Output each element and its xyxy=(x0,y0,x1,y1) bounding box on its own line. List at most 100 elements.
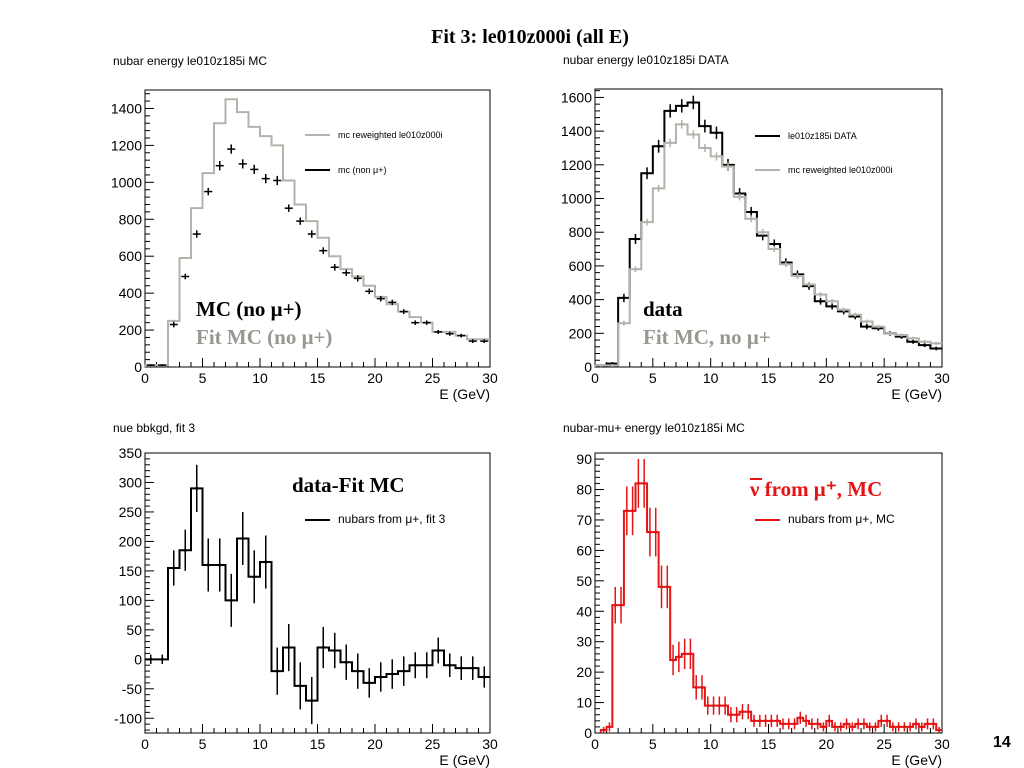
chart-annotation: ν from μ⁺, MC xyxy=(749,477,882,501)
data-point xyxy=(482,675,486,679)
y-tick-label: 600 xyxy=(119,248,143,264)
legend-label: mc (non μ+) xyxy=(338,165,386,175)
legend-label: mc reweighted le010z000i xyxy=(338,130,443,140)
data-point xyxy=(648,530,652,534)
data-point xyxy=(633,267,637,271)
x-axis-label: E (GeV) xyxy=(439,752,490,768)
y-tick-label: 30 xyxy=(576,634,592,650)
data-point xyxy=(471,666,475,670)
data-point xyxy=(784,262,788,266)
data-point xyxy=(908,725,912,729)
data-point xyxy=(714,131,718,135)
y-tick-label: 800 xyxy=(119,211,143,227)
legend-label: nubars from μ+, MC xyxy=(788,512,895,526)
chart-annotation: data-Fit MC xyxy=(292,473,405,497)
y-tick-label: 0 xyxy=(584,725,592,741)
data-point xyxy=(367,681,371,685)
y-tick-label: 0 xyxy=(584,359,592,375)
y-tick-label: 250 xyxy=(119,504,143,520)
data-point xyxy=(885,719,889,723)
data-point xyxy=(749,217,753,221)
data-point xyxy=(671,658,675,662)
data-point xyxy=(287,646,291,650)
data-point xyxy=(914,722,918,726)
chart-p4: nubar-mu+ energy le010z185i MC 0 5 10 15 20 25… xyxy=(563,421,950,768)
series-1 xyxy=(146,144,489,367)
x-tick-label: 15 xyxy=(310,370,326,386)
y-tick-label: 50 xyxy=(126,622,142,638)
x-tick-label: 30 xyxy=(934,736,950,752)
data-point xyxy=(333,648,337,652)
page-number: 14 xyxy=(993,734,1011,751)
legend-label: nubars from μ+, fit 3 xyxy=(338,512,446,526)
data-point xyxy=(830,299,834,303)
x-tick-label: 0 xyxy=(591,736,599,752)
data-point xyxy=(645,220,649,224)
series-0 xyxy=(599,459,942,733)
data-point xyxy=(911,340,915,344)
y-tick-label: 150 xyxy=(119,563,143,579)
x-tick-label: 5 xyxy=(199,736,207,752)
data-point xyxy=(413,663,417,667)
series-step-line xyxy=(594,123,942,367)
y-tick-label: 300 xyxy=(119,474,143,490)
data-point xyxy=(657,144,661,148)
data-point xyxy=(677,655,681,659)
y-tick-label: 400 xyxy=(569,292,593,308)
y-tick-label: 90 xyxy=(576,451,592,467)
y-tick-label: 100 xyxy=(119,592,143,608)
data-point xyxy=(195,486,199,490)
y-tick-label: 1200 xyxy=(111,137,142,153)
y-tick-label: 350 xyxy=(119,445,143,461)
data-point xyxy=(723,704,727,708)
y-tick-label: 70 xyxy=(576,512,592,528)
data-point xyxy=(810,722,814,726)
series-1 xyxy=(594,120,942,367)
y-tick-label: 0 xyxy=(134,651,142,667)
data-point xyxy=(862,722,866,726)
x-tick-label: 15 xyxy=(310,736,326,752)
x-tick-label: 25 xyxy=(425,370,441,386)
data-point xyxy=(298,684,302,688)
y-tick-label: 1200 xyxy=(561,157,592,173)
x-tick-label: 20 xyxy=(819,370,835,386)
y-tick-label: 50 xyxy=(576,573,592,589)
data-point xyxy=(934,346,938,350)
slide-title: Fit 3: le010z000i (all E) xyxy=(431,26,629,48)
data-point xyxy=(752,719,756,723)
y-tick-label: 10 xyxy=(576,695,592,711)
y-tick-label: 800 xyxy=(569,224,593,240)
data-point xyxy=(729,713,733,717)
data-point xyxy=(865,325,869,329)
x-tick-label: 10 xyxy=(252,370,268,386)
data-point xyxy=(902,725,906,729)
x-tick-label: 25 xyxy=(425,736,441,752)
data-point xyxy=(599,363,603,367)
x-tick-label: 15 xyxy=(761,370,777,386)
x-tick-label: 25 xyxy=(876,370,892,386)
data-point xyxy=(856,722,860,726)
y-tick-label: 1400 xyxy=(561,123,592,139)
data-point xyxy=(668,141,672,145)
data-point xyxy=(879,719,883,723)
data-point xyxy=(926,722,930,726)
x-tick-label: 15 xyxy=(761,736,777,752)
data-point xyxy=(657,186,661,190)
data-point xyxy=(923,340,927,344)
data-point xyxy=(712,704,716,708)
data-point xyxy=(714,154,718,158)
data-point xyxy=(937,728,941,732)
y-tick-label: 200 xyxy=(569,325,593,341)
x-tick-label: 30 xyxy=(934,370,950,386)
data-point xyxy=(891,725,895,729)
data-point xyxy=(379,675,383,679)
legend-label: mc reweighted le010z000i xyxy=(788,165,893,175)
data-point xyxy=(619,603,623,607)
data-point xyxy=(160,657,164,661)
data-point xyxy=(390,672,394,676)
y-tick-label: 1400 xyxy=(111,100,142,116)
x-tick-label: 10 xyxy=(703,736,719,752)
y-tick-label: -100 xyxy=(114,710,142,726)
data-point xyxy=(668,109,672,113)
data-point xyxy=(876,325,880,329)
